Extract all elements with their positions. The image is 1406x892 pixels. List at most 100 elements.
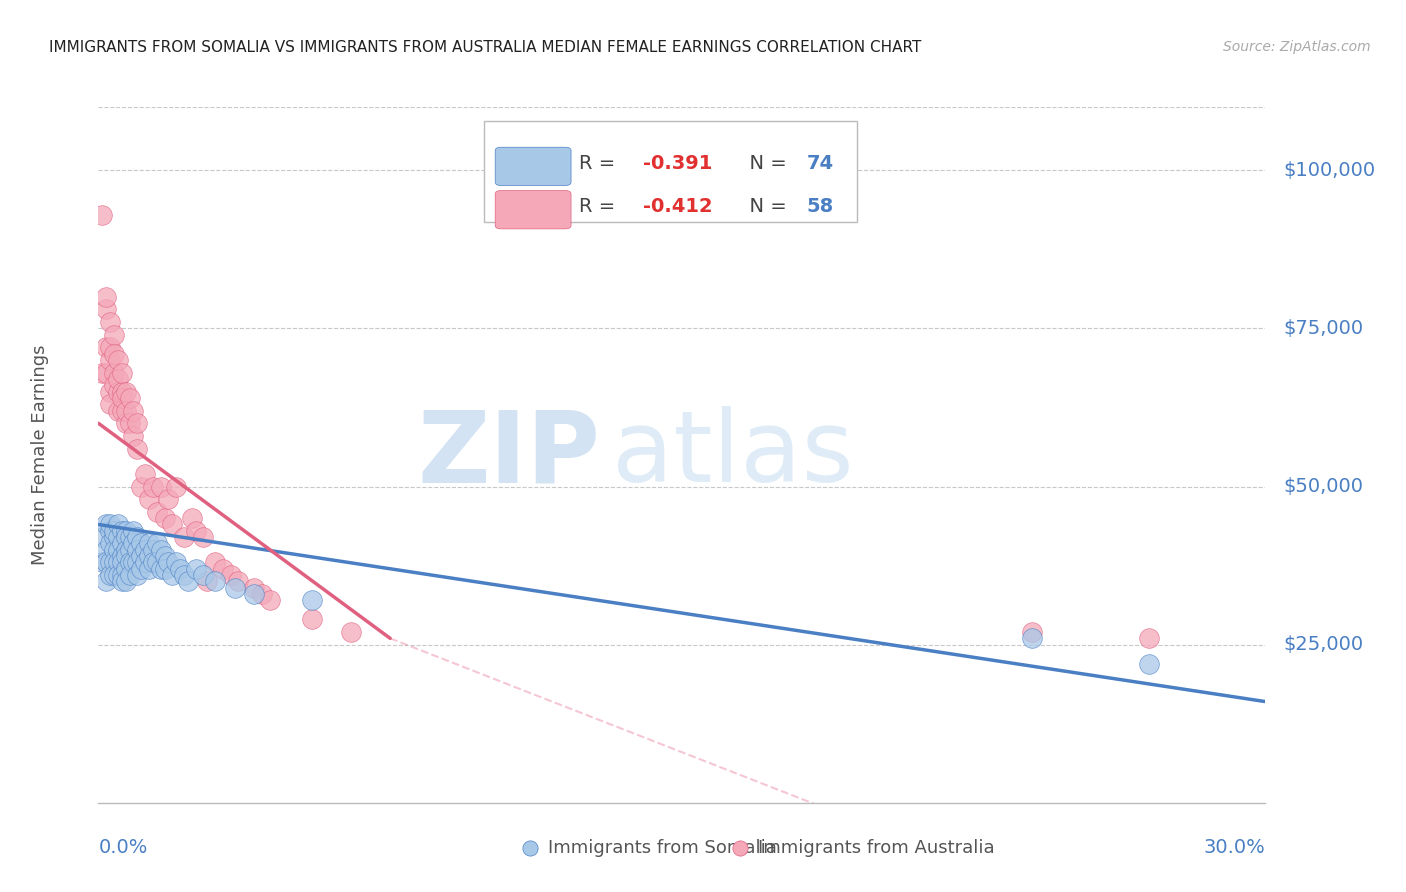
Point bbox=[107, 372, 129, 386]
Text: $75,000: $75,000 bbox=[1282, 319, 1362, 338]
Point bbox=[114, 524, 136, 538]
Text: $50,000: $50,000 bbox=[1282, 477, 1362, 496]
Point bbox=[107, 556, 129, 570]
Text: R =: R = bbox=[579, 197, 621, 216]
Point bbox=[114, 384, 136, 399]
Point bbox=[1137, 657, 1160, 671]
Point bbox=[184, 524, 207, 538]
Point bbox=[195, 574, 218, 589]
Text: -0.391: -0.391 bbox=[644, 153, 713, 173]
Point bbox=[111, 536, 134, 550]
Text: -0.412: -0.412 bbox=[644, 197, 713, 216]
Point bbox=[114, 417, 136, 431]
Text: IMMIGRANTS FROM SOMALIA VS IMMIGRANTS FROM AUSTRALIA MEDIAN FEMALE EARNINGS CORR: IMMIGRANTS FROM SOMALIA VS IMMIGRANTS FR… bbox=[49, 40, 921, 55]
Text: $100,000: $100,000 bbox=[1282, 161, 1375, 180]
Point bbox=[98, 556, 121, 570]
Point bbox=[98, 353, 121, 368]
Point bbox=[142, 479, 165, 493]
Point bbox=[129, 479, 152, 493]
Point bbox=[118, 391, 141, 405]
Point bbox=[98, 397, 121, 411]
Point bbox=[138, 562, 160, 576]
Point bbox=[127, 530, 149, 544]
Point bbox=[142, 542, 165, 557]
Point bbox=[129, 562, 152, 576]
Point bbox=[107, 517, 129, 532]
Point bbox=[91, 366, 114, 380]
Point bbox=[259, 593, 281, 607]
Point bbox=[122, 556, 145, 570]
Text: 0.0%: 0.0% bbox=[98, 838, 148, 856]
Text: 58: 58 bbox=[807, 197, 834, 216]
Point bbox=[103, 530, 125, 544]
Point bbox=[91, 556, 114, 570]
Point bbox=[165, 556, 187, 570]
Point bbox=[107, 568, 129, 582]
Point bbox=[111, 549, 134, 563]
Point bbox=[193, 530, 215, 544]
Point bbox=[114, 530, 136, 544]
Point bbox=[122, 536, 145, 550]
Point bbox=[91, 208, 114, 222]
Point bbox=[138, 536, 160, 550]
Point bbox=[134, 542, 156, 557]
Point bbox=[96, 556, 118, 570]
Text: Immigrants from Somalia: Immigrants from Somalia bbox=[548, 839, 776, 857]
Point bbox=[1021, 632, 1043, 646]
Point bbox=[146, 505, 169, 519]
Point bbox=[111, 524, 134, 538]
Point bbox=[122, 429, 145, 443]
Text: 30.0%: 30.0% bbox=[1204, 838, 1265, 856]
Point bbox=[103, 524, 125, 538]
Point bbox=[111, 556, 134, 570]
Point bbox=[98, 524, 121, 538]
Point bbox=[173, 530, 195, 544]
Point bbox=[114, 542, 136, 557]
Text: N =: N = bbox=[737, 153, 793, 173]
Point bbox=[111, 403, 134, 417]
Point bbox=[98, 517, 121, 532]
Point bbox=[96, 302, 118, 317]
Point bbox=[98, 315, 121, 329]
Text: R =: R = bbox=[579, 153, 621, 173]
Point bbox=[153, 562, 176, 576]
Point bbox=[122, 403, 145, 417]
Point bbox=[204, 556, 226, 570]
Point bbox=[103, 556, 125, 570]
Point bbox=[127, 556, 149, 570]
Point bbox=[149, 542, 172, 557]
Point bbox=[111, 568, 134, 582]
Point bbox=[127, 442, 149, 456]
Point bbox=[212, 562, 235, 576]
Text: N =: N = bbox=[737, 197, 793, 216]
Text: Source: ZipAtlas.com: Source: ZipAtlas.com bbox=[1223, 40, 1371, 54]
Point bbox=[134, 467, 156, 481]
Point bbox=[127, 417, 149, 431]
Point bbox=[118, 556, 141, 570]
Point bbox=[204, 574, 226, 589]
Text: Median Female Earnings: Median Female Earnings bbox=[31, 344, 49, 566]
Point bbox=[103, 568, 125, 582]
Point bbox=[98, 536, 121, 550]
Point bbox=[134, 556, 156, 570]
Point bbox=[219, 568, 242, 582]
Point bbox=[96, 366, 118, 380]
Text: 74: 74 bbox=[807, 153, 834, 173]
Point bbox=[118, 568, 141, 582]
Point bbox=[228, 574, 250, 589]
Point bbox=[180, 511, 202, 525]
Point bbox=[107, 542, 129, 557]
Point bbox=[162, 517, 184, 532]
Point bbox=[118, 417, 141, 431]
Point bbox=[250, 587, 273, 601]
Point bbox=[107, 403, 129, 417]
FancyBboxPatch shape bbox=[484, 121, 856, 222]
Point bbox=[127, 542, 149, 557]
Point bbox=[107, 530, 129, 544]
Point bbox=[96, 542, 118, 557]
Text: $25,000: $25,000 bbox=[1282, 635, 1362, 654]
Point bbox=[146, 536, 169, 550]
Point bbox=[96, 290, 118, 304]
Point bbox=[107, 353, 129, 368]
Text: atlas: atlas bbox=[612, 407, 853, 503]
